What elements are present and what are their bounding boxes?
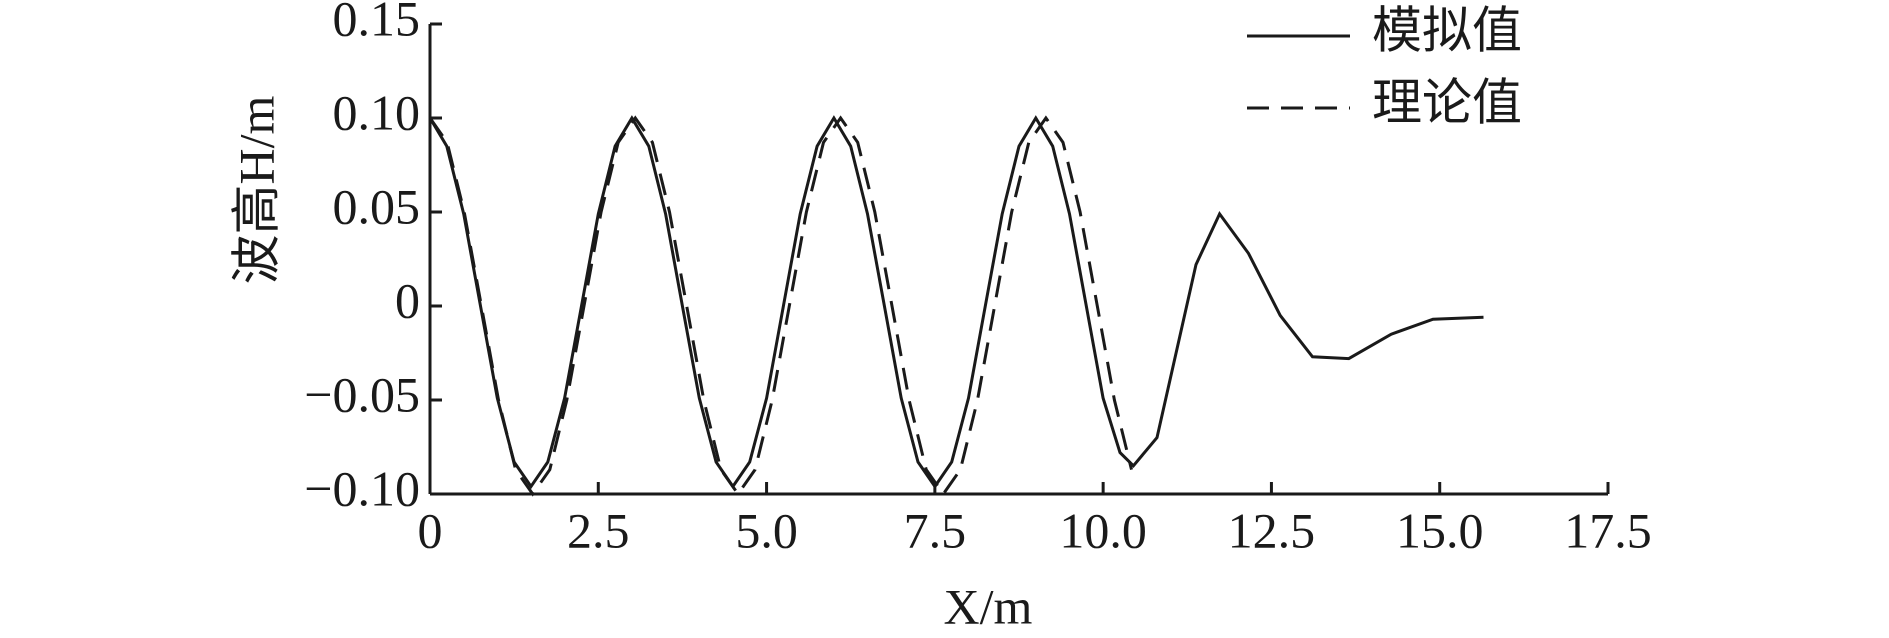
x-tick-label: 15.0 xyxy=(1396,502,1484,558)
legend-label: 理论值 xyxy=(1372,74,1522,130)
x-axis-label: X/m xyxy=(944,578,1033,634)
y-tick-label: −0.10 xyxy=(304,460,420,516)
y-axis-label: 波高H/m xyxy=(228,95,284,284)
x-tick-label: 0 xyxy=(418,502,443,558)
series-line xyxy=(428,115,1133,497)
y-tick-label: 0.15 xyxy=(333,0,421,46)
x-tick-label: 10.0 xyxy=(1059,502,1147,558)
x-tick-label: 17.5 xyxy=(1564,502,1652,558)
x-tick-label: 7.5 xyxy=(904,502,967,558)
y-tick-label: 0.10 xyxy=(333,84,421,140)
x-tick-label: 2.5 xyxy=(567,502,630,558)
y-tick-label: 0.05 xyxy=(333,178,421,234)
legend-label: 模拟值 xyxy=(1372,2,1522,58)
series-line xyxy=(428,115,1484,490)
x-tick-label: 12.5 xyxy=(1228,502,1316,558)
y-tick-label: −0.05 xyxy=(304,366,420,422)
y-tick-label: 0 xyxy=(395,272,420,328)
x-tick-label: 5.0 xyxy=(735,502,798,558)
